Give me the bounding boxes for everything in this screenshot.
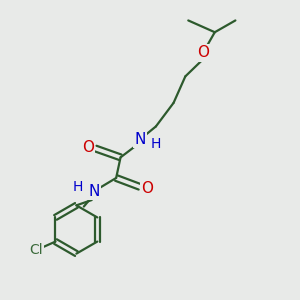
Text: O: O bbox=[141, 181, 153, 196]
Text: O: O bbox=[82, 140, 94, 154]
Text: N: N bbox=[88, 184, 100, 199]
Text: Cl: Cl bbox=[29, 243, 43, 257]
Text: O: O bbox=[197, 45, 209, 60]
Text: N: N bbox=[134, 132, 146, 147]
Text: H: H bbox=[73, 180, 83, 194]
Text: H: H bbox=[151, 137, 161, 151]
